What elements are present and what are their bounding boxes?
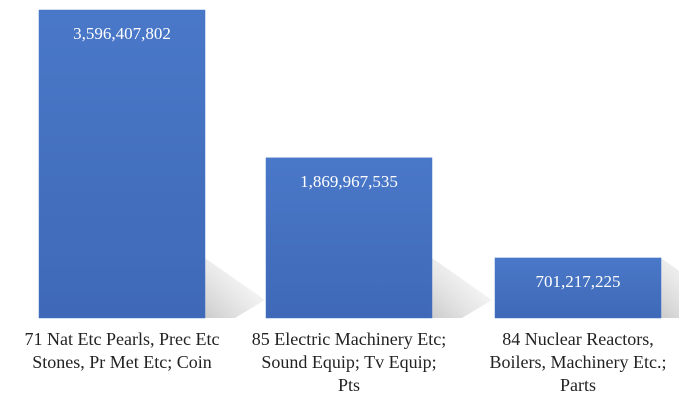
x-tick-label: 84 Nuclear Reactors, Boilers, Machinery …	[489, 329, 667, 395]
bar-shadow	[432, 258, 492, 318]
x-tick-label: 71 Nat Etc Pearls, Prec Etc Stones, Pr M…	[24, 329, 220, 372]
data-label: 1,869,967,535	[300, 172, 398, 191]
bar-shadow	[661, 258, 679, 318]
bar	[494, 257, 662, 319]
data-label: 701,217,225	[536, 272, 621, 291]
bar-shadow	[205, 258, 265, 318]
bar	[265, 157, 433, 319]
data-label: 3,596,407,802	[73, 24, 171, 43]
x-tick-label: 85 Electric Machinery Etc; Sound Equip; …	[251, 329, 447, 395]
bar	[38, 9, 206, 319]
